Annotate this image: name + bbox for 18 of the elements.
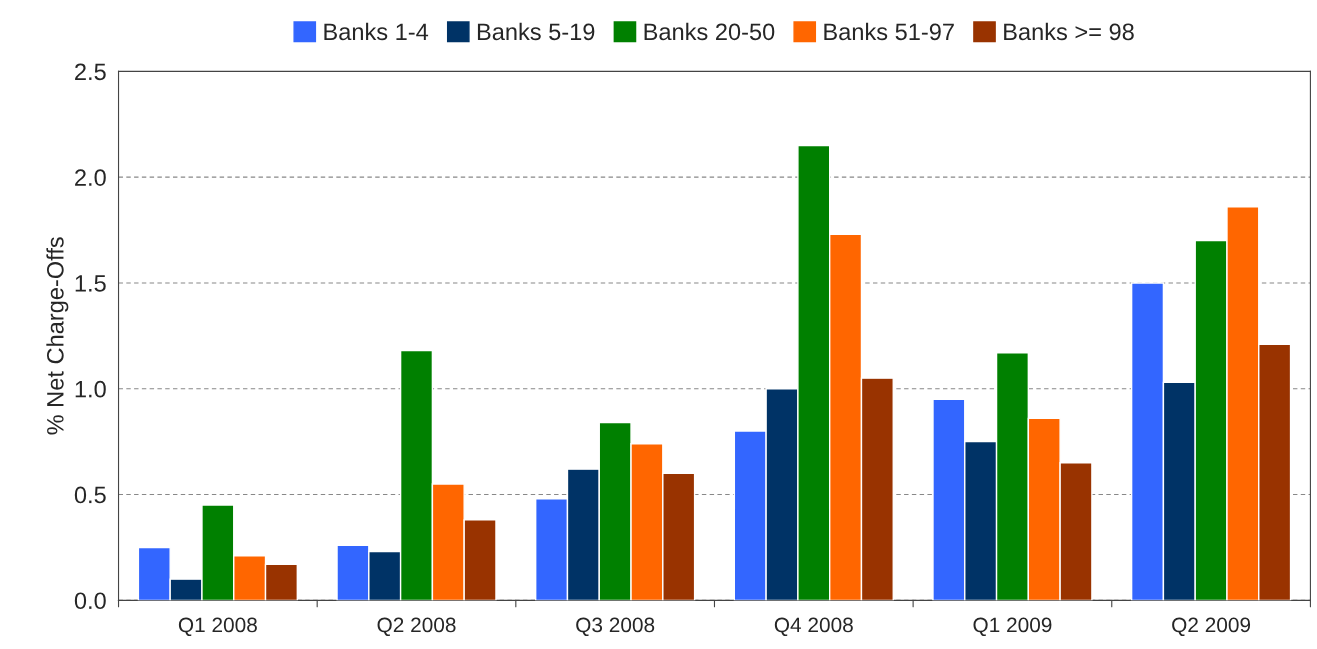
y-tick-label: 0.5 bbox=[74, 486, 106, 504]
y-axis-title: % Net Charge-Offs bbox=[46, 237, 69, 435]
legend-label: Banks 1-4 bbox=[324, 22, 429, 41]
y-tick-label: 2.0 bbox=[75, 169, 106, 186]
legend-label: Banks 5-19 bbox=[477, 22, 595, 41]
y-tick-label: 0.0 bbox=[74, 592, 106, 610]
x-tick-label: Q2 2008 bbox=[377, 617, 456, 637]
legend-label: Banks 20-50 bbox=[644, 22, 775, 41]
y-tick-label: 1.5 bbox=[75, 275, 106, 292]
x-tick-label: Q1 2009 bbox=[973, 617, 1052, 637]
x-tick-label: Q2 2009 bbox=[1172, 617, 1251, 637]
y-tick-label: 2.5 bbox=[75, 63, 106, 81]
y-tick-label: 1.0 bbox=[75, 380, 106, 398]
x-tick-label: Q4 2008 bbox=[774, 617, 853, 637]
x-tick-label: Q1 2008 bbox=[178, 617, 257, 637]
legend-label: Banks >= 98 bbox=[1004, 22, 1134, 41]
x-tick-label: Q3 2008 bbox=[576, 617, 655, 637]
legend-label: Banks 51-97 bbox=[824, 22, 954, 41]
